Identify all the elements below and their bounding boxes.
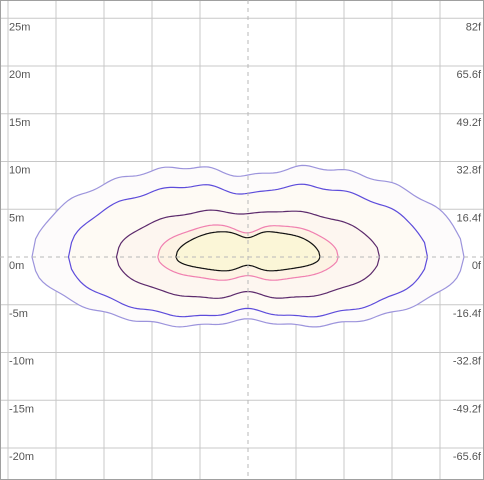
- left-tick-label: 0m: [9, 260, 24, 272]
- left-tick-label: 5m: [9, 212, 24, 224]
- right-tick-label: -65.6f: [453, 451, 482, 463]
- right-tick-label: -16.4f: [453, 308, 482, 320]
- right-tick-label: -49.2f: [453, 403, 482, 415]
- left-tick-label: -20m: [9, 451, 34, 463]
- right-tick-label: 16.4f: [457, 212, 482, 224]
- right-tick-label: -32.8f: [453, 356, 482, 368]
- right-tick-label: 82f: [466, 21, 482, 33]
- right-tick-label: 65.6f: [457, 69, 482, 81]
- left-tick-label: 20m: [9, 69, 30, 81]
- left-tick-label: -10m: [9, 356, 34, 368]
- left-tick-label: 15m: [9, 117, 30, 129]
- right-tick-label: 49.2f: [457, 117, 482, 129]
- left-tick-label: -15m: [9, 403, 34, 415]
- right-tick-label: 32.8f: [457, 165, 482, 177]
- right-tick-labels: 82f 65.6f 49.2f 32.8f 16.4f 0f -16.4f -32.8f -49…: [453, 21, 482, 463]
- left-tick-labels: 25m 20m 15m 10m 5m 0m -5m -10m -15m -20m: [9, 21, 34, 463]
- left-tick-label: -5m: [9, 308, 28, 320]
- left-tick-label: 25m: [9, 21, 30, 33]
- left-tick-label: 10m: [9, 165, 30, 177]
- right-tick-label: 0f: [472, 260, 482, 272]
- contour-series: [31, 164, 465, 328]
